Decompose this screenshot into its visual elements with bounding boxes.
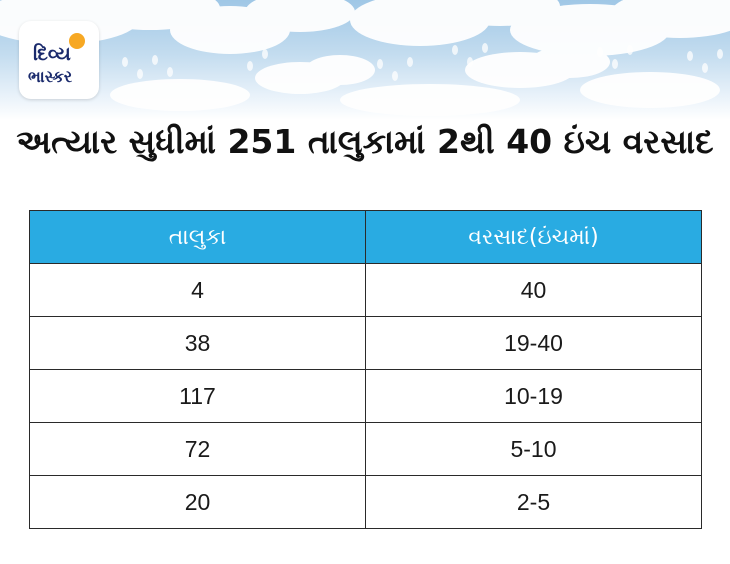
rainfall-range-cell: 19-40 [365,316,702,370]
talukas-count-cell: 4 [29,263,366,317]
rainfall-range-cell: 40 [365,263,702,317]
column-header-talukas: તાલુકા [29,210,366,264]
table-row: 20 2-5 [29,475,702,529]
rainfall-range-cell: 5-10 [365,422,702,476]
table-row: 72 5-10 [29,422,702,476]
sun-icon [69,33,85,49]
logo-text-line1: દિવ્ય [33,43,71,65]
table-row: 4 40 [29,263,702,317]
headline: અત્યાર સુધીમાં 251 તાલુકામાં 2થી 40 ઇંચ … [16,122,714,161]
rainfall-range-cell: 2-5 [365,475,702,529]
talukas-count-cell: 38 [29,316,366,370]
table-header-row: તાલુકા વરસાદ(ઇંચમાં) [29,210,702,264]
logo-text-line2: ભાસ્કર [28,67,73,86]
talukas-count-cell: 117 [29,369,366,423]
rainfall-range-cell: 10-19 [365,369,702,423]
table-row: 117 10-19 [29,369,702,423]
column-header-rainfall: વરસાદ(ઇંચમાં) [365,210,702,264]
rainfall-table: તાલુકા વરસાદ(ઇંચમાં) 4 40 38 19-40 117 1… [29,210,702,529]
talukas-count-cell: 72 [29,422,366,476]
talukas-count-cell: 20 [29,475,366,529]
rain-cloud-banner: દિવ્ય ભાસ્કર [0,0,730,120]
divya-bhaskar-logo: દિવ્ય ભાસ્કર [19,21,99,99]
table-row: 38 19-40 [29,316,702,370]
rain-clouds-illustration [0,0,730,116]
